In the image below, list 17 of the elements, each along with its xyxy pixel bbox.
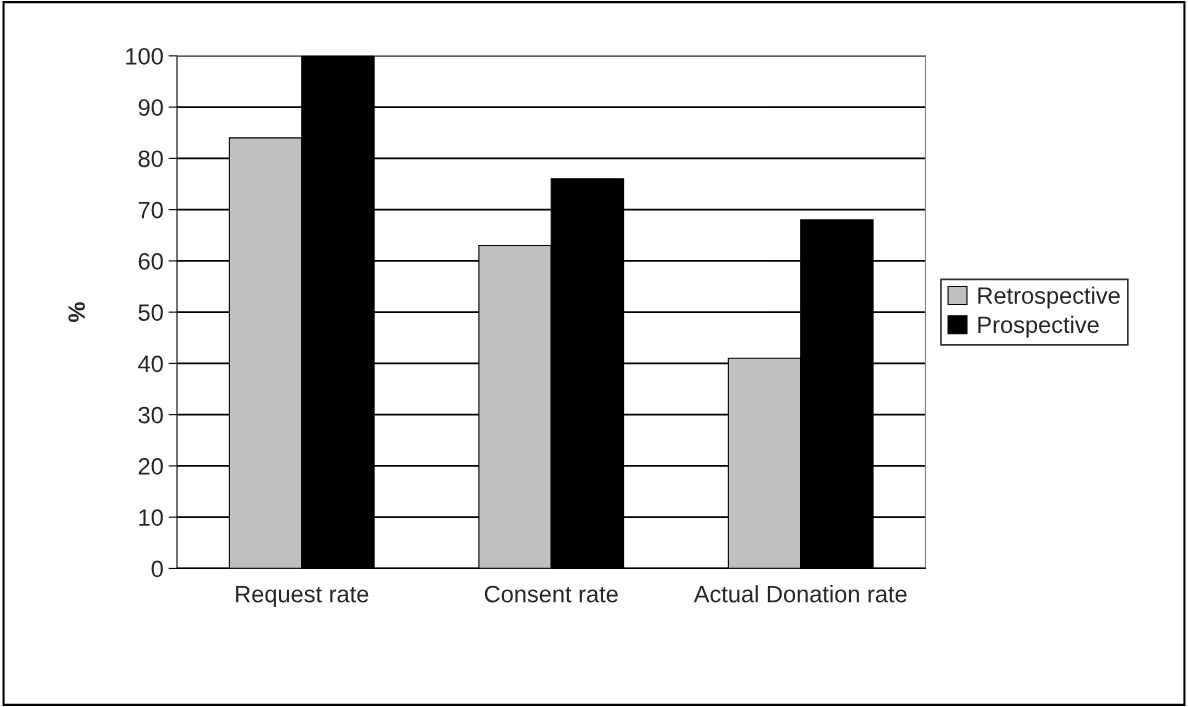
x-tick-label: Consent rate — [484, 585, 618, 603]
y-tick-label: 40 — [138, 355, 163, 373]
y-axis-title: % — [68, 302, 85, 323]
legend-label: Prospective — [978, 315, 1099, 338]
y-tick-label: 50 — [138, 304, 163, 321]
y-tick-label: 30 — [138, 406, 163, 424]
y-tick-label: 100 — [126, 47, 163, 65]
y-tick-label: 80 — [138, 150, 163, 168]
y-tick-label: 0 — [151, 560, 163, 578]
y-tick-label: 70 — [138, 201, 163, 219]
y-tick-label: 90 — [138, 99, 163, 116]
x-tick-label: Request rate — [236, 585, 369, 608]
y-tick-label: 10 — [139, 509, 163, 526]
legend-label: Retrospective — [978, 286, 1120, 309]
y-tick-label: 20 — [138, 457, 163, 475]
x-tick-label: Actual Donation rate — [693, 585, 907, 603]
y-tick-label: 60 — [138, 252, 163, 270]
